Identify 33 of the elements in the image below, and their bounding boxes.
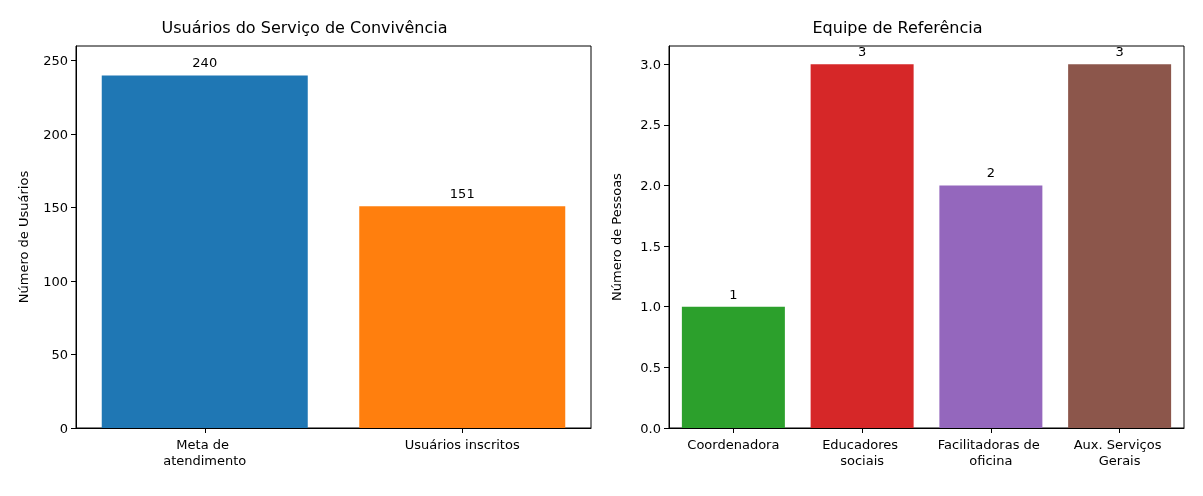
- x-tick-label: Coordenadora: [687, 436, 780, 452]
- y-tick-label: 0.0: [640, 420, 661, 436]
- y-tick-label: 1.0: [640, 299, 661, 315]
- y-tick-label: 0.5: [640, 359, 661, 375]
- y-axis-title: Número de Usuários: [16, 170, 31, 304]
- chart-title: Usuários do Serviço de Convivência: [161, 17, 448, 37]
- y-tick-label: 200: [43, 126, 68, 142]
- data-label: 240: [192, 55, 218, 71]
- bar: [1068, 64, 1172, 428]
- bar: [939, 185, 1043, 428]
- x-tick-label: Aux. Serviços Gerais: [1073, 436, 1166, 468]
- chart-title: Equipe de Referência: [812, 17, 983, 37]
- y-tick-label: 3.0: [640, 56, 661, 72]
- y-tick-label: 1.5: [640, 238, 661, 254]
- y-tick-label: 250: [43, 53, 68, 69]
- x-tick-label: Facilitadoras de oficina: [937, 436, 1044, 468]
- y-tick-label: 50: [51, 347, 68, 363]
- y-tick-label: 100: [43, 273, 68, 289]
- y-tick-label: 2.0: [640, 177, 661, 193]
- data-label: 2: [986, 165, 996, 181]
- data-label: 3: [857, 44, 867, 60]
- bar: [810, 64, 914, 428]
- y-axis-title: Número de Pessoas: [609, 172, 624, 301]
- x-tick-label: Educadores sociais: [822, 436, 903, 468]
- y-tick-label: 150: [43, 200, 68, 216]
- data-label: 151: [449, 186, 475, 202]
- data-label: 3: [1115, 44, 1124, 60]
- x-tick-label: Meta de atendimento: [163, 436, 247, 468]
- data-label: 1: [729, 286, 738, 302]
- bar: [681, 306, 785, 428]
- y-tick-label: 0: [59, 420, 68, 436]
- x-tick-label: Usuários inscritos: [404, 436, 520, 452]
- y-tick-label: 2.5: [640, 117, 661, 133]
